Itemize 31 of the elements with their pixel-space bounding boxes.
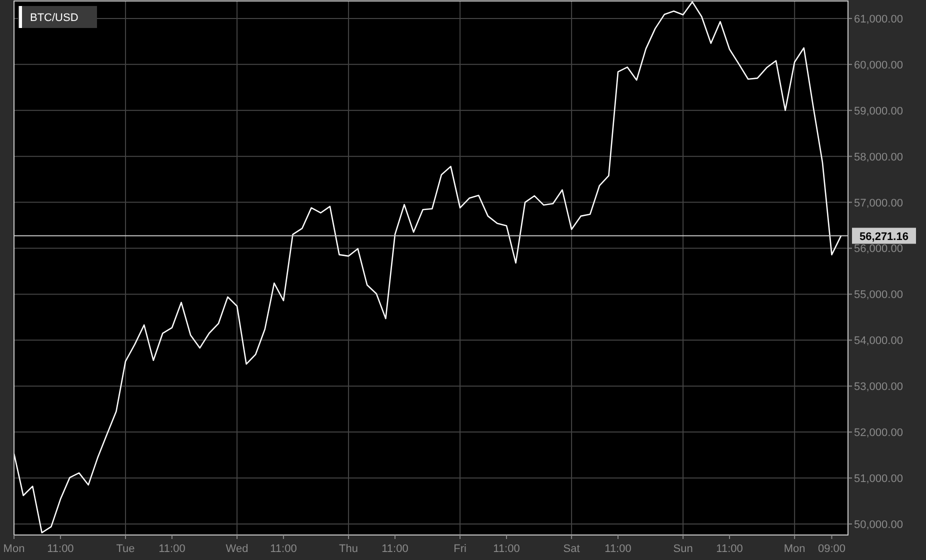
x-tick-label: Thu xyxy=(339,543,358,555)
text: BTC/USD xyxy=(30,12,78,24)
x-tick-label: Fri xyxy=(454,543,466,555)
y-tick-label: 60,000.00 xyxy=(854,59,903,72)
y-tick-label: 53,000.00 xyxy=(854,381,903,394)
y-tick-label: 58,000.00 xyxy=(854,151,903,164)
y-tick-label: 61,000.00 xyxy=(854,13,903,26)
y-tick-label: 50,000.00 xyxy=(854,518,903,531)
x-tick-label: 09:00 xyxy=(818,543,846,555)
y-tick-label: 55,000.00 xyxy=(854,289,903,302)
y-tick-label: 52,000.00 xyxy=(854,427,903,440)
x-tick-label: Mon xyxy=(3,543,25,555)
y-tick-label: 54,000.00 xyxy=(854,335,903,348)
x-tick-label: Sat xyxy=(563,543,580,555)
x-tick-label: Mon xyxy=(784,543,806,555)
x-tick-label: 11:00 xyxy=(382,543,408,555)
x-tick-label: Tue xyxy=(116,543,135,555)
x-tick-label: 11:00 xyxy=(493,543,520,555)
x-tick-label: 11:00 xyxy=(604,543,632,555)
x-tick-label: Wed xyxy=(226,543,248,555)
y-tick-label: 56,000.00 xyxy=(854,243,903,256)
x-tick-label: 11:00 xyxy=(47,543,74,555)
y-tick-label: 59,000.00 xyxy=(854,105,903,118)
x-tick-label: 11:00 xyxy=(158,543,186,555)
x-tick-label: Sun xyxy=(673,543,693,555)
x-tick-label: 11:00 xyxy=(270,543,297,555)
y-tick-label: 51,000.00 xyxy=(854,473,903,486)
y-tick-label: 57,000.00 xyxy=(854,197,903,210)
ref-line-label: 56,271.16 xyxy=(860,230,908,243)
line-series xyxy=(13,1,842,534)
x-tick-label: 11:00 xyxy=(716,543,743,555)
